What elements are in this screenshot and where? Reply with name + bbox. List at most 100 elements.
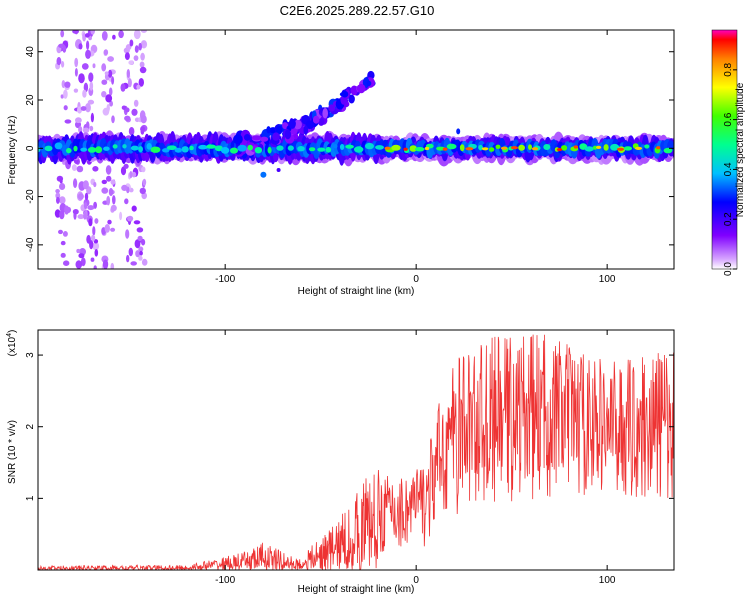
heatmap-cell [267,146,272,154]
heatmap-cell [87,205,95,211]
heatmap-cell [77,193,84,200]
heatmap-cell [90,112,94,123]
heatmap-cell [133,220,141,225]
heatmap-cell [54,142,63,150]
heatmap-cell [478,144,483,151]
heatmap-cell [141,238,146,246]
heatmap-cell [174,147,182,153]
heatmap-cell [573,145,579,149]
snr-series-line [38,334,674,570]
heatmap-cell [112,195,116,205]
heatmap-cell [139,61,145,68]
heatmap-cell [125,107,130,113]
heatmap-cell [348,94,355,104]
snr-xtick-label: 100 [599,575,616,586]
heatmap-cell [73,145,78,152]
heatmap-cell [126,69,130,78]
heatmap-cell [510,146,518,150]
spectrogram-frame [37,29,675,270]
heatmap-cell [138,246,144,252]
heatmap-cell [76,248,81,254]
spectrogram-ytick-label: -40 [25,237,36,252]
spectrogram-ytick-label: -20 [25,189,36,204]
heatmap-cell [531,147,539,151]
heatmap-cell [140,126,146,132]
heatmap-cell [303,125,309,136]
heatmap-cell [162,148,170,153]
heatmap-cell [293,119,302,130]
heatmap-cell [73,88,79,93]
heatmap-cell [101,79,108,85]
heatmap-cell [345,144,354,149]
heatmap-cell [276,168,281,172]
heatmap-cell [80,257,86,267]
heatmap-cell [136,227,144,233]
snr-scale-suffix: ) [7,330,18,333]
heatmap-cell [111,115,115,124]
heatmap-cell [391,144,401,151]
snr-xlabel: Height of straight line (km) [298,584,415,595]
heatmap-cell [61,61,65,68]
heatmap-cell [94,218,99,224]
heatmap-cell [233,134,243,145]
heatmap-cell [62,231,68,237]
heatmap-cell [120,83,126,92]
heatmap-cell [87,99,95,105]
heatmap-cell [110,204,117,212]
heatmap-cell [101,187,109,194]
heatmap-cell [150,146,161,153]
heatmap-cell [102,259,109,269]
heatmap-cell [61,80,66,89]
heatmap-cell [375,145,384,150]
heatmap-cell [459,144,465,152]
heatmap-cell [446,143,457,150]
heatmap-cell [107,219,112,225]
heatmap-cell [131,108,138,116]
heatmap-cell [80,147,88,152]
heatmap-cell [130,145,139,151]
heatmap-cell [287,145,294,151]
heatmap-cell [80,106,87,111]
heatmap-cell [93,265,97,269]
heatmap-cell [83,211,87,220]
heatmap-cell [110,179,116,185]
heatmap-cell [137,235,143,242]
heatmap-cell [317,147,326,152]
heatmap-cell [333,144,338,149]
heatmap-cell [134,45,139,53]
heatmap-cell [124,198,129,205]
heatmap-cell [561,145,568,151]
heatmap-cell [128,127,135,136]
heatmap-cell [101,91,107,98]
snr-xtick-label: 0 [413,575,419,586]
heatmap-cell [142,178,147,186]
heatmap-cell [88,218,93,227]
heatmap-cell [127,215,134,222]
heatmap-cell [77,214,85,220]
heatmap-cell [260,171,267,178]
heatmap-cell [328,104,336,112]
heatmap-cell [136,84,141,90]
heatmap-cell [120,166,127,176]
heatmap-cell [119,211,123,221]
heatmap-cell [384,146,391,150]
snr-frame [37,329,675,571]
heatmap-cell [95,146,103,154]
heatmap-cell [64,205,70,215]
heatmap-cell [106,175,112,182]
heatmap-cell [318,118,325,126]
heatmap-cell [72,30,79,34]
heatmap-cell [214,145,223,152]
heatmap-cell [112,34,116,40]
colorbar-ticks: 0.0 0.2 0.4 0.6 0.8 [723,62,737,276]
heatmap-cell [325,146,332,153]
heatmap-cell [465,147,474,151]
heatmap-cell [656,146,661,150]
heatmap-cell [243,134,251,141]
heatmap-cell [138,146,143,153]
heatmap-cell [139,250,143,256]
heatmap-cell [108,69,113,78]
heatmap-cell [584,146,594,152]
heatmap-cell [414,147,425,152]
